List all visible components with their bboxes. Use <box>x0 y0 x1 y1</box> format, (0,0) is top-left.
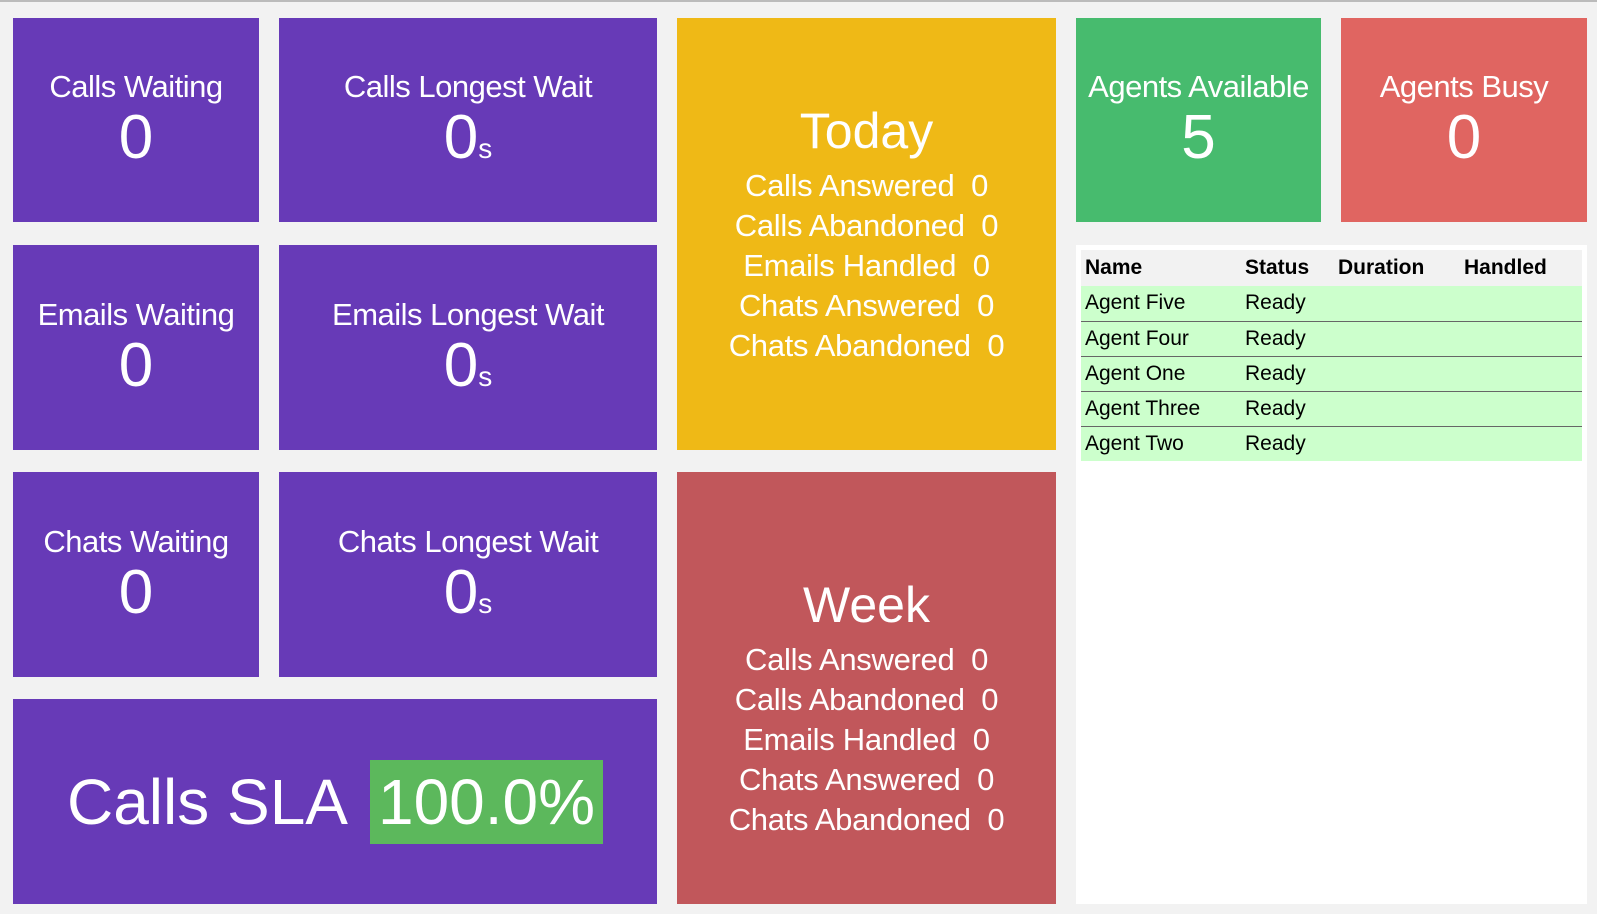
tile-label: Chats Longest Wait <box>337 523 599 559</box>
sla-label: Calls SLA <box>66 765 348 838</box>
cell-status: Ready <box>1241 356 1334 392</box>
table-row: Agent Three Ready <box>1081 391 1582 427</box>
tile-value: 0 <box>118 330 154 400</box>
week-stat: Chats Answered 0 <box>738 762 995 797</box>
cell-handled <box>1460 321 1582 357</box>
tile-value: 0 <box>1446 103 1482 173</box>
cell-duration <box>1334 356 1460 392</box>
week-stat: Emails Handled 0 <box>743 722 990 757</box>
tile-label: Emails Longest Wait <box>332 296 604 332</box>
tile-unit: s <box>478 360 493 392</box>
tile-value-wrap: 0s <box>444 333 492 398</box>
today-stat: Calls Abandoned 0 <box>734 208 999 243</box>
tile-label: Calls Waiting <box>49 69 223 105</box>
week-title: Week <box>803 577 930 633</box>
chats-waiting-tile: Chats Waiting 0 <box>13 472 259 677</box>
agents-busy-tile: Agents Busy 0 <box>1341 18 1587 222</box>
tile-label: Chats Waiting <box>43 523 229 559</box>
cell-handled <box>1460 356 1582 392</box>
tile-label: Agents Available <box>1088 69 1309 105</box>
today-stat: Emails Handled 0 <box>743 248 990 283</box>
tile-value: 0 <box>443 330 479 400</box>
cell-status: Ready <box>1241 321 1334 357</box>
cell-name: Agent Five <box>1081 286 1241 322</box>
emails-longest-wait-tile: Emails Longest Wait 0s <box>279 245 657 450</box>
table-row: Agent Two Ready <box>1081 426 1582 461</box>
tile-label: Calls Longest Wait <box>343 69 593 105</box>
tile-label: Agents Busy <box>1379 69 1549 105</box>
header-name: Name <box>1081 250 1241 286</box>
tile-value: 0 <box>118 557 154 627</box>
sla-value: 100.0% <box>369 759 604 844</box>
cell-duration <box>1334 321 1460 357</box>
tile-value: 0 <box>118 103 154 173</box>
table-row: Agent Five Ready <box>1081 286 1582 322</box>
week-tile: Week Calls Answered 0 Calls Abandoned 0 … <box>677 472 1056 904</box>
cell-handled <box>1460 286 1582 322</box>
table-row: Agent One Ready <box>1081 356 1582 392</box>
today-stat: Chats Answered 0 <box>738 288 995 323</box>
cell-name: Agent Four <box>1081 321 1241 357</box>
emails-waiting-tile: Emails Waiting 0 <box>13 245 259 450</box>
tile-value-wrap: 0s <box>444 105 492 170</box>
chats-longest-wait-tile: Chats Longest Wait 0s <box>279 472 657 677</box>
header-handled: Handled <box>1460 250 1582 286</box>
cell-duration <box>1334 286 1460 322</box>
table-row: Agent Four Ready <box>1081 321 1582 357</box>
week-stat: Calls Answered 0 <box>744 642 989 677</box>
calls-sla-tile: Calls SLA 100.0% <box>13 699 657 904</box>
cell-name: Agent One <box>1081 356 1241 392</box>
cell-name: Agent Two <box>1081 426 1241 461</box>
tile-value-wrap: 0s <box>444 560 492 625</box>
today-title: Today <box>799 103 934 159</box>
today-stat: Calls Answered 0 <box>744 168 989 203</box>
cell-name: Agent Three <box>1081 391 1241 427</box>
week-stat: Calls Abandoned 0 <box>734 682 999 717</box>
tile-value: 0 <box>443 103 479 173</box>
tile-value: 0 <box>443 557 479 627</box>
cell-handled <box>1460 391 1582 427</box>
today-tile: Today Calls Answered 0 Calls Abandoned 0… <box>677 18 1056 450</box>
cell-status: Ready <box>1241 426 1334 461</box>
table-header-row: Name Status Duration Handled <box>1081 250 1582 286</box>
agents-table-panel: Name Status Duration Handled Agent Five R… <box>1076 245 1587 904</box>
calls-longest-wait-tile: Calls Longest Wait 0s <box>279 18 657 222</box>
agents-table: Name Status Duration Handled Agent Five R… <box>1081 250 1582 461</box>
tile-label: Emails Waiting <box>37 296 235 332</box>
cell-status: Ready <box>1241 286 1334 322</box>
cell-duration <box>1334 426 1460 461</box>
cell-duration <box>1334 391 1460 427</box>
agents-available-tile: Agents Available 5 <box>1076 18 1321 222</box>
cell-handled <box>1460 426 1582 461</box>
week-stat: Chats Abandoned 0 <box>728 802 1005 837</box>
today-stat: Chats Abandoned 0 <box>728 328 1005 363</box>
tile-value: 5 <box>1181 103 1216 173</box>
header-status: Status <box>1241 250 1334 286</box>
tile-unit: s <box>478 587 493 619</box>
cell-status: Ready <box>1241 391 1334 427</box>
tile-unit: s <box>478 133 493 165</box>
calls-waiting-tile: Calls Waiting 0 <box>13 18 259 222</box>
header-duration: Duration <box>1334 250 1460 286</box>
